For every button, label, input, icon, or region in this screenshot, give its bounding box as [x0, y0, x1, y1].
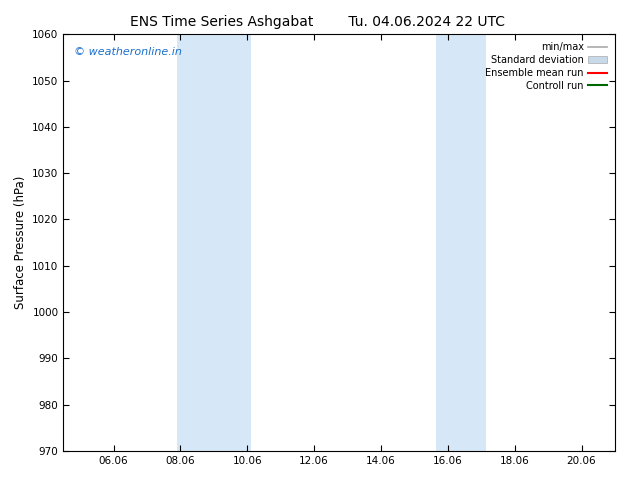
Bar: [436, 34, 486, 451]
Text: ENS Time Series Ashgabat        Tu. 04.06.2024 22 UTC: ENS Time Series Ashgabat Tu. 04.06.2024 …: [129, 15, 505, 29]
Legend: min/max, Standard deviation, Ensemble mean run, Controll run: min/max, Standard deviation, Ensemble me…: [482, 39, 610, 94]
Bar: [177, 34, 250, 451]
Text: © weatheronline.in: © weatheronline.in: [74, 47, 183, 57]
Y-axis label: Surface Pressure (hPa): Surface Pressure (hPa): [14, 176, 27, 309]
